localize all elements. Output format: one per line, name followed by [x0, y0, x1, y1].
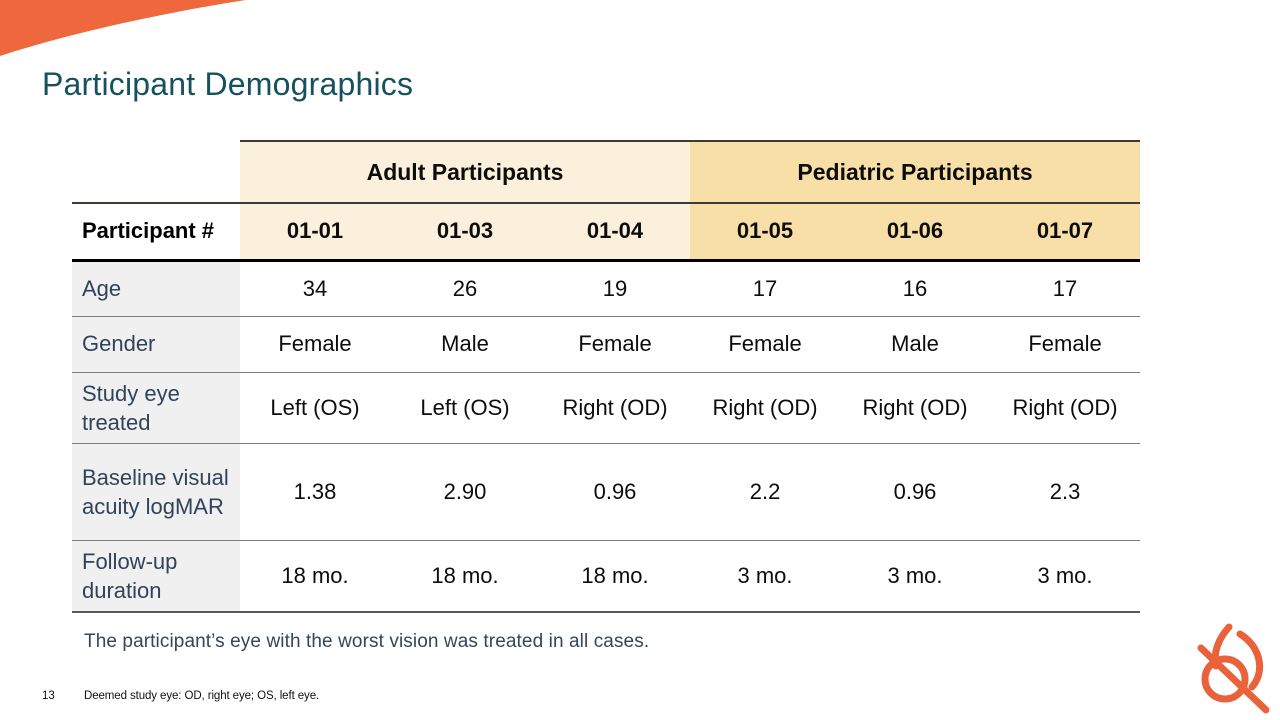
row-label-study-eye: Study eye treated [72, 372, 240, 444]
table-row-baseline-acuity: Baseline visual acuity logMAR 1.38 2.90 … [72, 443, 1141, 541]
page-title: Participant Demographics [42, 66, 414, 102]
table-cell: 01-03 [390, 202, 540, 262]
table-row-follow-up: Follow-up duration 18 mo. 18 mo. 18 mo. … [72, 540, 1141, 612]
table-cell: Left (OS) [390, 372, 540, 444]
row-label-age: Age [72, 260, 240, 316]
table-cell: 01-04 [540, 202, 691, 262]
slide-caption: The participant’s eye with the worst vis… [84, 631, 650, 652]
table-row-age: Age 34 26 19 17 16 17 [72, 260, 1141, 316]
table-cell: 18 mo. [390, 540, 540, 612]
table-cell: Female [990, 316, 1141, 372]
corner-cell [72, 141, 240, 203]
adult-group-header: Adult Participants [240, 140, 691, 203]
table-cell: 17 [690, 260, 841, 316]
table-cell: 3 mo. [990, 540, 1141, 612]
row-label-gender: Gender [72, 316, 240, 372]
table-cell: 01-06 [840, 202, 991, 262]
demographics-table: Adult Participants Pediatric Participant… [72, 140, 1141, 613]
corner-swoosh-decoration [0, 0, 246, 56]
table-cell: 3 mo. [840, 540, 991, 612]
table-cell: 2.3 [990, 443, 1141, 541]
table-cell: 0.96 [840, 443, 991, 541]
table-cell: Female [240, 316, 390, 372]
table-cell: 16 [840, 260, 991, 316]
table-cell: 2.2 [690, 443, 841, 541]
footnote: Deemed study eye: OD, right eye; OS, lef… [84, 690, 320, 702]
table-cell: 26 [390, 260, 540, 316]
row-label-baseline-acuity: Baseline visual acuity logMAR [72, 443, 240, 541]
table-cell: 19 [540, 260, 691, 316]
table-cell: Male [390, 316, 540, 372]
table-cell: Female [690, 316, 841, 372]
table-row-study-eye: Study eye treated Left (OS) Left (OS) Ri… [72, 372, 1141, 444]
table-cell: 01-07 [990, 202, 1141, 262]
participant-id-row: Participant # 01-01 01-03 01-04 01-05 01… [72, 202, 1141, 262]
table-cell: 0.96 [540, 443, 691, 541]
row-label-participant-id: Participant # [72, 202, 240, 262]
table-row-gender: Gender Female Male Female Female Male Fe… [72, 316, 1141, 372]
table-cell: Female [540, 316, 691, 372]
table-cell: 01-05 [690, 202, 841, 262]
table-cell: Right (OD) [540, 372, 691, 444]
table-cell: 3 mo. [690, 540, 841, 612]
table-cell: Right (OD) [840, 372, 991, 444]
group-header-row: Adult Participants Pediatric Participant… [72, 140, 1141, 203]
table-cell: 01-01 [240, 202, 390, 262]
page-number: 13 [42, 690, 55, 702]
pediatric-group-header: Pediatric Participants [690, 140, 1141, 203]
row-label-follow-up: Follow-up duration [72, 540, 240, 612]
table-cell: Male [840, 316, 991, 372]
table-cell: Left (OS) [240, 372, 390, 444]
table-cell: 17 [990, 260, 1141, 316]
table-cell: 18 mo. [240, 540, 390, 612]
company-logo-swirl-icon [1197, 623, 1270, 714]
table-cell: 34 [240, 260, 390, 316]
table-cell: 1.38 [240, 443, 390, 541]
table-cell: 18 mo. [540, 540, 691, 612]
table-cell: Right (OD) [690, 372, 841, 444]
table-cell: Right (OD) [990, 372, 1141, 444]
table-cell: 2.90 [390, 443, 540, 541]
